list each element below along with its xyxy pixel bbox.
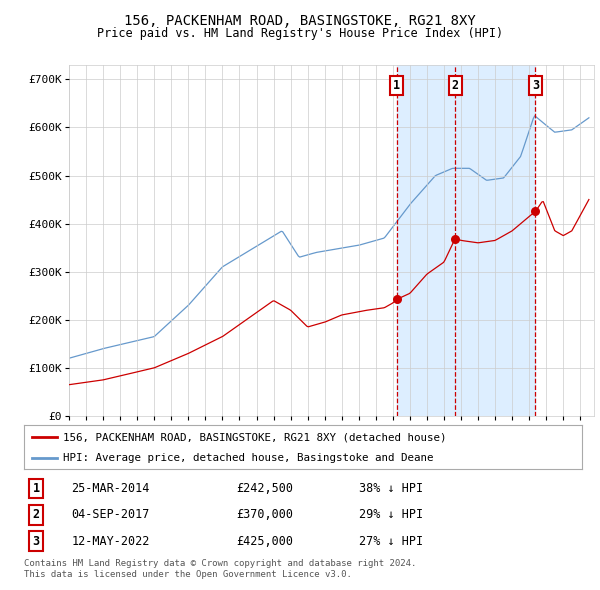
Text: 156, PACKENHAM ROAD, BASINGSTOKE, RG21 8XY: 156, PACKENHAM ROAD, BASINGSTOKE, RG21 8… [124,14,476,28]
Text: 04-SEP-2017: 04-SEP-2017 [71,508,150,522]
Text: 3: 3 [33,535,40,548]
Text: Price paid vs. HM Land Registry's House Price Index (HPI): Price paid vs. HM Land Registry's House … [97,27,503,40]
Text: 27% ↓ HPI: 27% ↓ HPI [359,535,423,548]
Text: £425,000: £425,000 [236,535,293,548]
Text: This data is licensed under the Open Government Licence v3.0.: This data is licensed under the Open Gov… [24,570,352,579]
Text: 25-MAR-2014: 25-MAR-2014 [71,482,150,495]
Text: 12-MAY-2022: 12-MAY-2022 [71,535,150,548]
Text: £370,000: £370,000 [236,508,293,522]
Text: £242,500: £242,500 [236,482,293,495]
Text: 1: 1 [393,79,400,92]
Bar [397,65,535,416]
Text: HPI: Average price, detached house, Basingstoke and Deane: HPI: Average price, detached house, Basi… [63,453,434,463]
Text: 3: 3 [532,79,539,92]
Text: 156, PACKENHAM ROAD, BASINGSTOKE, RG21 8XY (detached house): 156, PACKENHAM ROAD, BASINGSTOKE, RG21 8… [63,432,446,442]
Text: 1: 1 [33,482,40,495]
Text: 38% ↓ HPI: 38% ↓ HPI [359,482,423,495]
Text: 2: 2 [33,508,40,522]
Text: 29% ↓ HPI: 29% ↓ HPI [359,508,423,522]
Text: 2: 2 [452,79,459,92]
Text: Contains HM Land Registry data © Crown copyright and database right 2024.: Contains HM Land Registry data © Crown c… [24,559,416,568]
